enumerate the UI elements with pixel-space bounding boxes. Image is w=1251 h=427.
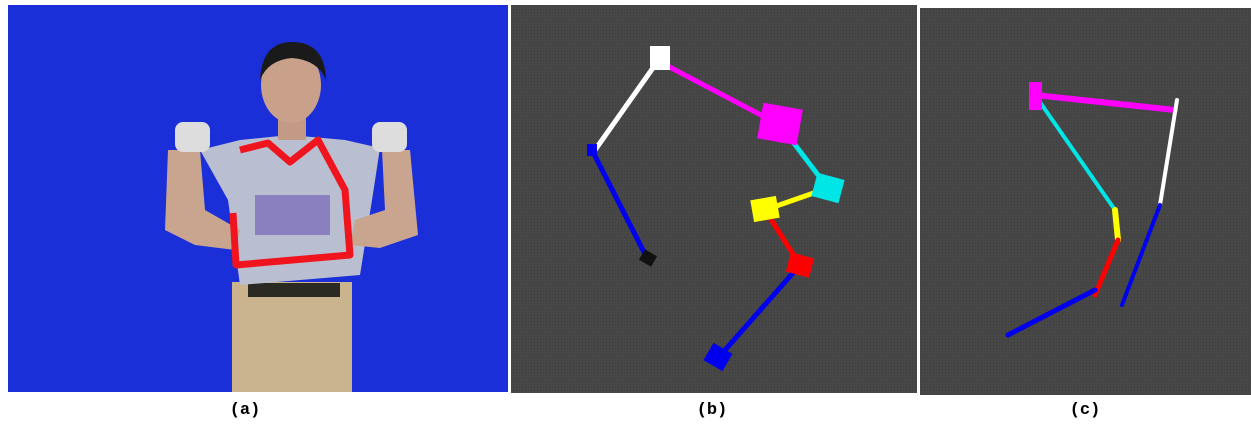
caption: (a) [230,401,261,420]
caption: (c) [1070,401,1101,420]
panel-b [511,5,917,393]
background [920,8,1251,395]
caption: (b) [697,401,728,420]
joint [1029,82,1042,110]
panel-c [920,8,1251,395]
figure: (a) (b) (c) [0,0,1251,427]
page: {"captions": ["(a)", "(b)", "(c)"]} [0,0,1251,427]
panel-a [8,5,508,392]
background [511,5,917,393]
